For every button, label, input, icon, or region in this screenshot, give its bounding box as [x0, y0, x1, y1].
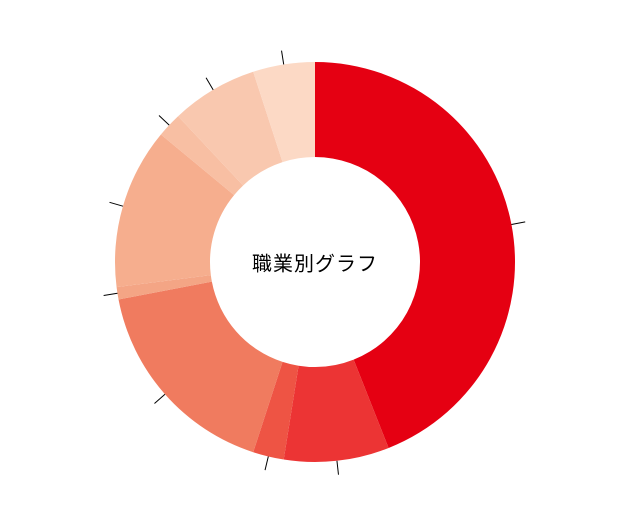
tick-mark — [104, 293, 118, 295]
donut-chart: 職業別グラフ — [0, 0, 630, 524]
tick-mark — [154, 394, 165, 403]
tick-mark — [206, 78, 213, 90]
tick-mark — [511, 222, 525, 225]
donut-slice — [119, 282, 283, 453]
tick-mark — [159, 116, 169, 126]
tick-mark — [265, 456, 268, 470]
tick-mark — [282, 51, 284, 65]
tick-mark — [109, 202, 122, 206]
tick-mark — [337, 461, 339, 475]
chart-center-label: 職業別グラフ — [252, 248, 378, 277]
